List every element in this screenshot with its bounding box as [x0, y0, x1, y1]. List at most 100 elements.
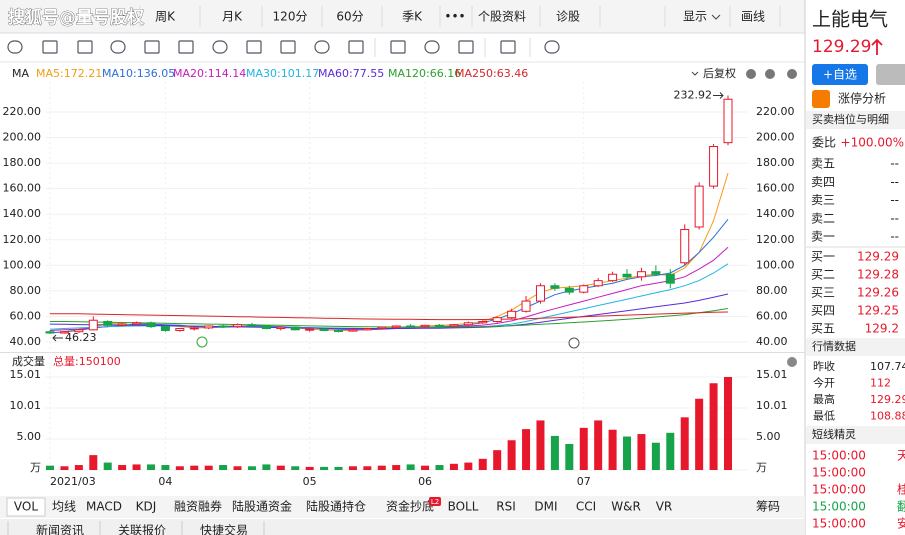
period-button[interactable]: 季K [402, 10, 423, 24]
indicator-tab[interactable]: MACD [86, 500, 122, 514]
ask-label: 卖四 [811, 175, 835, 189]
stock-name: 上能电气 [812, 9, 888, 31]
tool-icon[interactable] [500, 40, 516, 54]
volume-bar [247, 466, 256, 470]
tool-icon[interactable] [424, 40, 440, 54]
indicator-tab[interactable]: 融资融券 [174, 499, 222, 514]
tool-icon[interactable] [77, 40, 93, 54]
indicator-tab[interactable]: VR [656, 500, 673, 514]
x-tick-label: 2021/03 [50, 475, 96, 488]
period-button[interactable]: 周K [155, 10, 176, 24]
tool-icon[interactable] [458, 40, 474, 54]
ma-line [50, 308, 729, 328]
tool-icon[interactable] [390, 40, 406, 54]
display-button[interactable]: 显示 [683, 10, 707, 24]
indicator-tab[interactable]: 陆股通资金 [232, 499, 292, 514]
indicator-tab[interactable]: 均线 [52, 500, 76, 514]
pane-divider [0, 352, 805, 353]
tool-icon[interactable] [144, 40, 160, 54]
volume-bar [623, 436, 632, 470]
more-button[interactable]: ••• [444, 10, 465, 24]
tool-icon[interactable] [42, 40, 58, 54]
pane-button[interactable] [765, 69, 775, 79]
volume-total: 总量:150100 [53, 354, 121, 368]
vol-tick-label: 10.01 [10, 399, 42, 412]
volume-bar [89, 455, 98, 470]
button-bg[interactable] [876, 64, 905, 85]
limit-icon [812, 90, 830, 108]
candle-body [261, 325, 271, 330]
tool-icon[interactable] [246, 40, 262, 54]
indicator-tab[interactable]: W&R [611, 500, 641, 514]
adjust-mode[interactable]: 后复权 [703, 66, 736, 80]
period-button[interactable]: 60分 [336, 10, 363, 24]
draw-button[interactable]: 画线 [741, 10, 765, 24]
pane-button[interactable] [787, 69, 797, 79]
y-tick-label: 80.00 [10, 284, 42, 297]
candle-body [593, 280, 603, 287]
tool-icon[interactable] [544, 40, 560, 54]
add-button-bg[interactable] [812, 64, 868, 85]
volume-bar [190, 465, 199, 470]
period-button[interactable]: 月K [222, 10, 243, 24]
bid-value: 129.2 [865, 322, 899, 336]
indicator-tab[interactable]: RSI [496, 500, 516, 514]
ask-value: -- [890, 157, 899, 171]
tool-icon[interactable] [280, 40, 296, 54]
indicator-tab[interactable]: KDJ [136, 500, 157, 514]
tool-icon[interactable] [178, 40, 194, 54]
bid-value: 129.29 [857, 250, 899, 264]
volume-bar [175, 466, 184, 470]
volume-bar [536, 420, 545, 470]
pane-button[interactable] [746, 69, 756, 79]
event-marker [568, 337, 580, 349]
indicator-tab[interactable]: VOL [14, 500, 38, 514]
volume-bar [161, 465, 170, 470]
tool-icon[interactable] [314, 40, 330, 54]
ask-value: -- [890, 193, 899, 207]
add-button[interactable]: +自选 [823, 68, 857, 82]
candle-body [319, 328, 329, 331]
candle-body [377, 326, 387, 330]
tool-icon[interactable] [212, 40, 228, 54]
volume-bar [406, 464, 415, 470]
ratio-value: +100.00% [841, 136, 904, 150]
indicator-tab[interactable]: 筹码 [756, 500, 780, 514]
tool-icon[interactable] [110, 40, 126, 54]
market-value: 112 [870, 377, 891, 390]
tool-icon[interactable] [348, 40, 364, 54]
period-button[interactable]: 120分 [273, 10, 308, 24]
indicator-tab[interactable]: DMI [534, 500, 557, 514]
market-value: 107.74 [870, 360, 905, 373]
candle-body [550, 285, 560, 289]
candle-body [160, 326, 170, 331]
tool-icon[interactable] [7, 40, 23, 54]
link-button[interactable]: 诊股 [556, 10, 580, 24]
link-button[interactable]: 个股资料 [478, 10, 526, 24]
volume-bar [680, 417, 689, 470]
candle-body [694, 185, 704, 228]
vol-tick-label-right: 5.00 [756, 430, 781, 443]
candle-body [651, 271, 661, 275]
bottom-tab[interactable]: 关联报价 [118, 523, 166, 535]
volume-bar [651, 442, 660, 470]
market-label: 今开 [813, 376, 835, 390]
volume-bar [46, 465, 54, 470]
indicator-tab[interactable]: 资金抄底 [386, 499, 434, 514]
volume-bar [305, 466, 314, 470]
candle-body [45, 331, 55, 334]
bottom-tab[interactable]: 新闻资讯 [36, 523, 84, 535]
limit-up-link[interactable]: 涨停分析 [838, 91, 886, 106]
candle-body [680, 229, 690, 264]
settings-icon[interactable] [787, 357, 797, 367]
volume-bar [666, 432, 675, 470]
candle-body [305, 328, 315, 331]
indicator-tab[interactable]: CCI [576, 500, 596, 514]
indicator-tab[interactable]: BOLL [448, 500, 479, 514]
volume-bar [392, 465, 401, 470]
candle-body [290, 326, 300, 331]
bottom-tab[interactable]: 快捷交易 [200, 523, 248, 535]
ask-label: 卖一 [811, 230, 835, 244]
candle-body [233, 324, 243, 328]
indicator-tab[interactable]: 陆股通持仓 [306, 499, 366, 514]
